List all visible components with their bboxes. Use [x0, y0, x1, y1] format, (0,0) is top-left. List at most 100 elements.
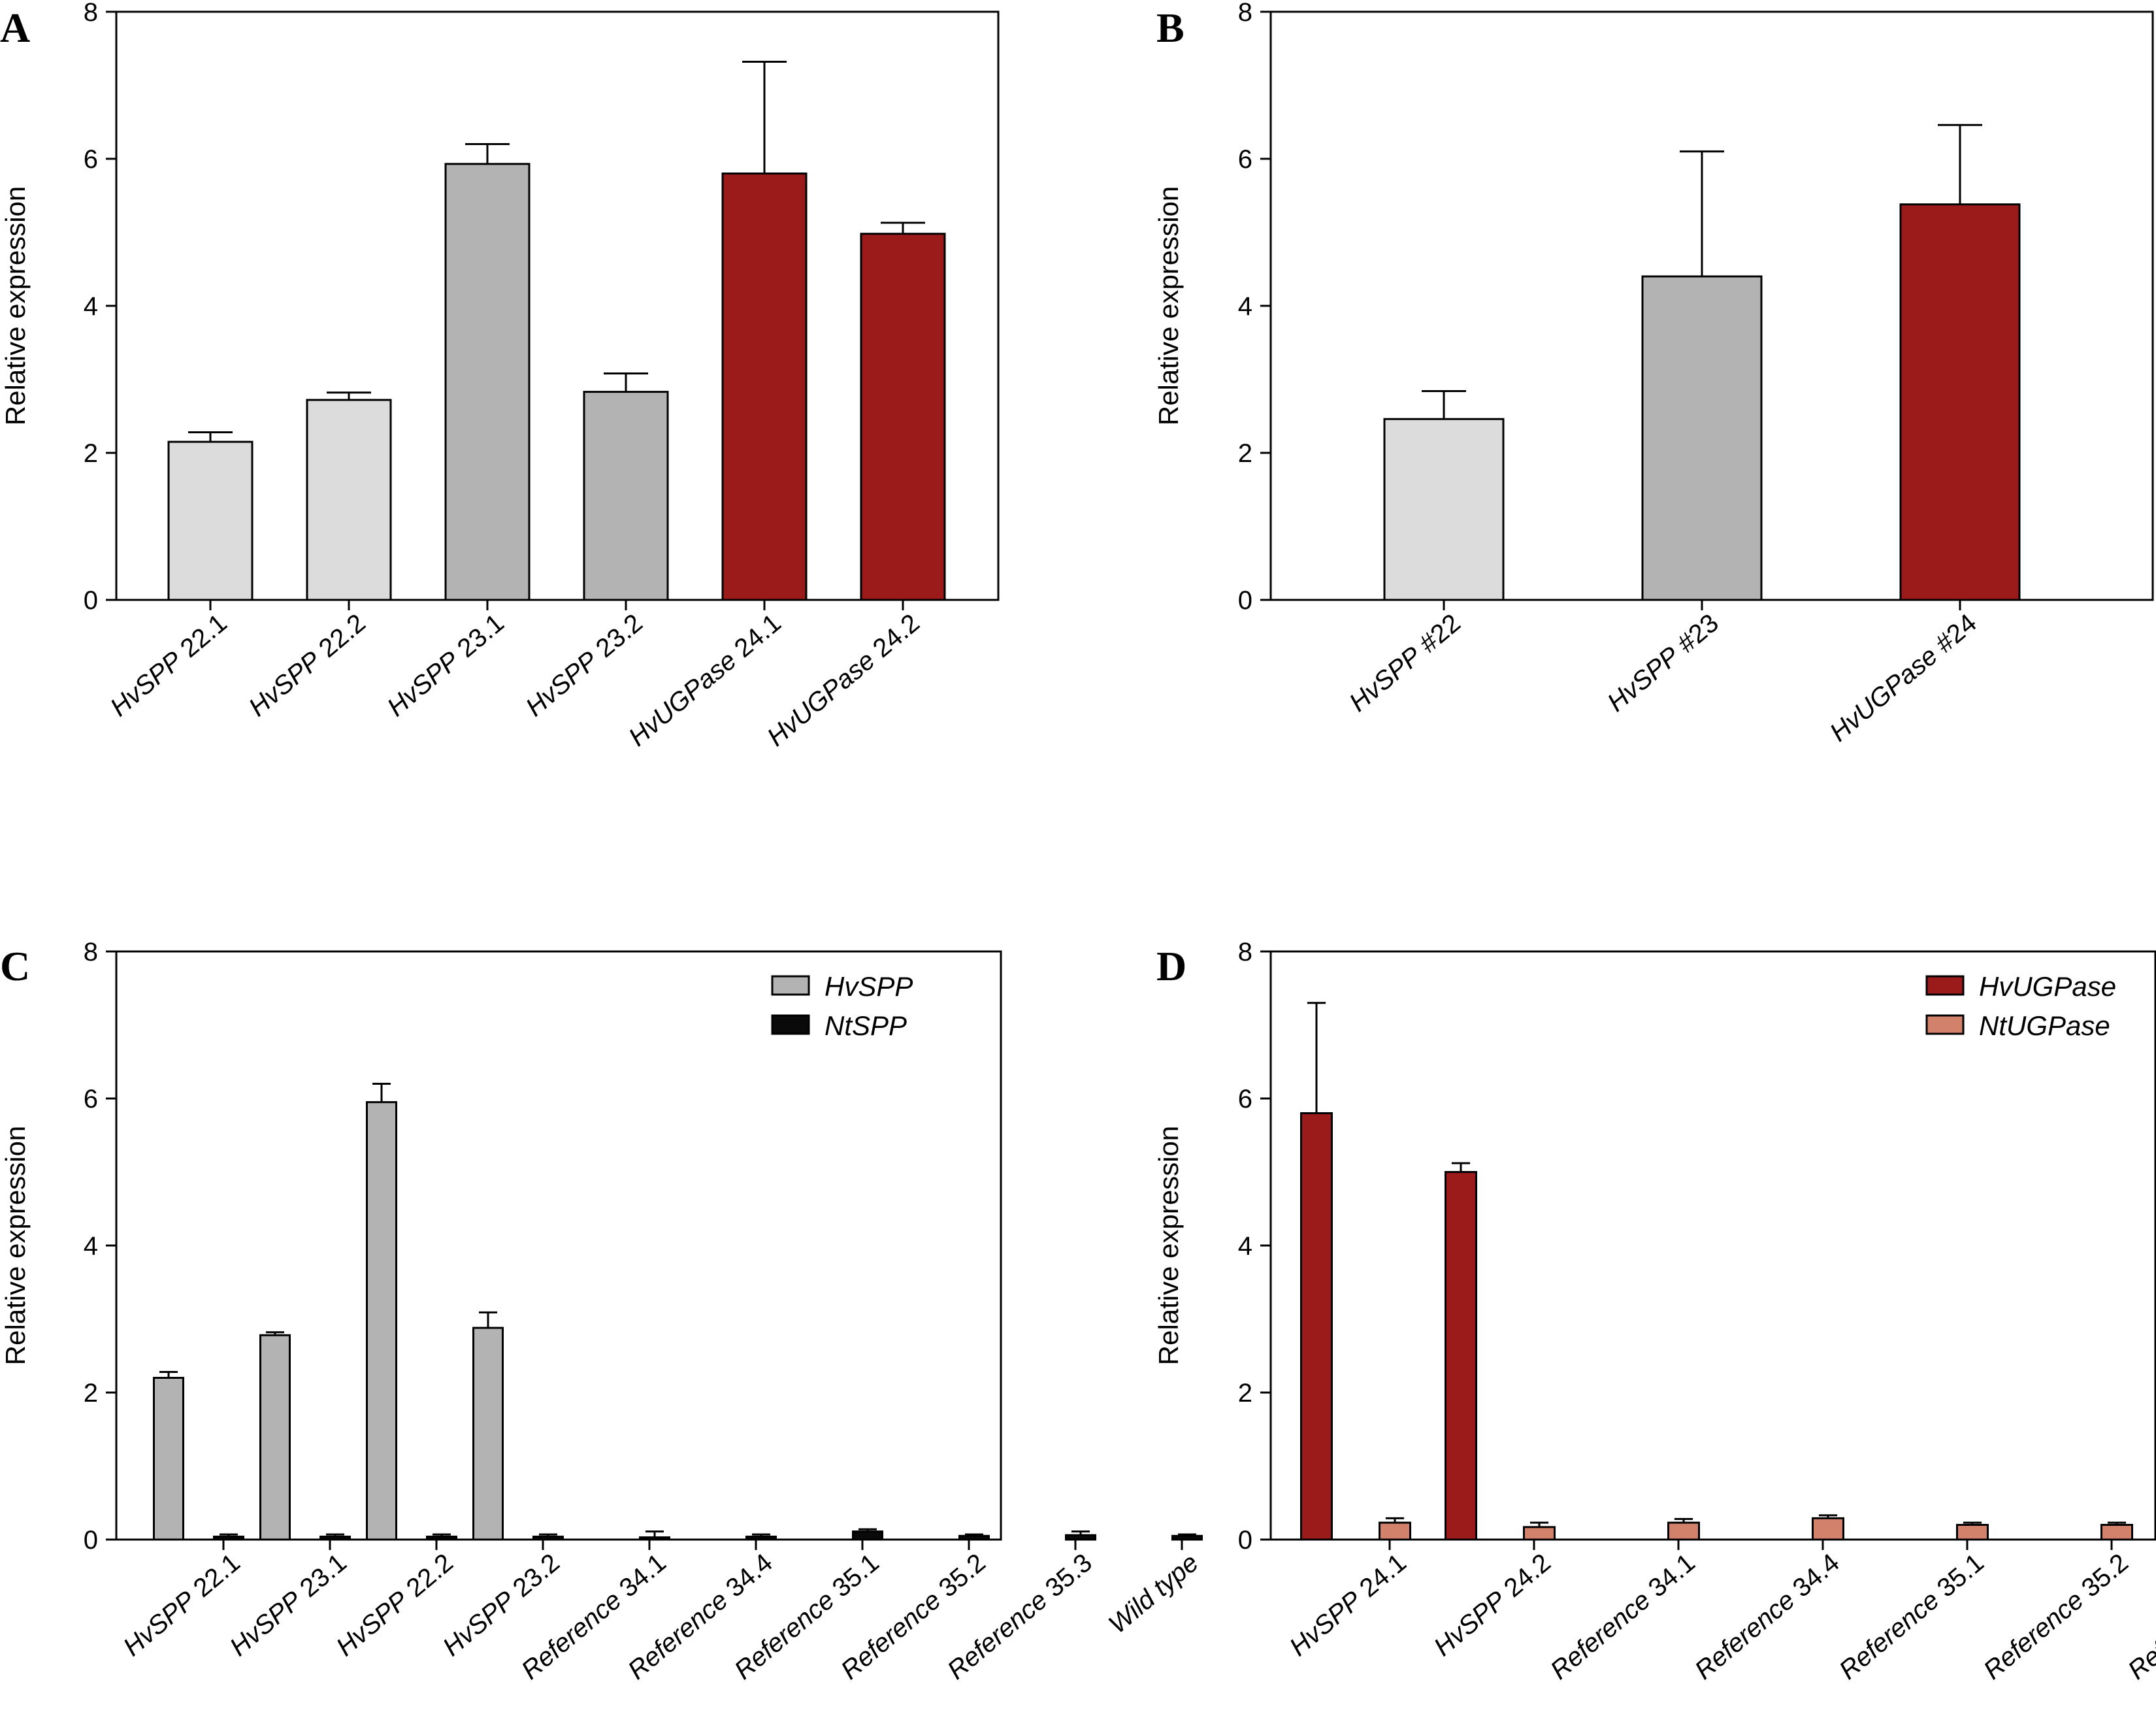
bar-ntspp: [319, 1536, 351, 1541]
legend-label: HvSPP: [825, 971, 913, 1002]
bar-hvspp: [153, 1377, 184, 1541]
y-tick-label: 2: [84, 1379, 98, 1408]
bar-ntspp: [745, 1536, 777, 1541]
bar-hvspp: [259, 1334, 291, 1541]
y-axis-label-c: Relative expression: [0, 1126, 31, 1366]
bar-ntspp: [1171, 1534, 1203, 1541]
bar-hvspp: [366, 1101, 397, 1541]
legend-d: HvUGPase NtUGPase: [1925, 971, 2116, 1041]
x-axis-labels-b: HvSPP #22 HvSPP #23 HvUGPase #24: [1344, 600, 1982, 748]
x-tick-label: HvSPP 22.2: [331, 1548, 459, 1662]
y-tick-label: 2: [1238, 439, 1252, 468]
bar-ntugpase: [1379, 1521, 1411, 1541]
legend-label: NtSPP: [825, 1010, 907, 1041]
x-tick-label: HvSPP 23.1: [225, 1548, 352, 1662]
legend-swatch: [1925, 975, 1965, 996]
bar-hvugpase: [1300, 1112, 1333, 1541]
bar: [721, 173, 808, 601]
y-axis-label-a: Relative expression: [0, 186, 31, 426]
y-tick-label: 6: [1238, 145, 1252, 174]
bars-a: [167, 61, 946, 601]
y-axis-b: 0 2 4 6 8: [1238, 0, 1271, 615]
x-tick-label: HvSPP 24.2: [1429, 1548, 1556, 1662]
y-tick-label: 6: [1238, 1085, 1252, 1114]
bar-ntspp: [426, 1536, 457, 1541]
y-axis-label-d: Relative expression: [1153, 1126, 1184, 1366]
y-tick-label: 2: [84, 439, 98, 468]
x-tick-label: HvSPP 23.1: [382, 608, 510, 722]
y-tick-label: 8: [1238, 938, 1252, 966]
x-tick-label: Wild type: [1103, 1548, 1204, 1639]
legend-c: HvSPP NtSPP: [771, 971, 913, 1041]
y-axis-d: 0 2 4 6 8: [1238, 938, 1271, 1555]
bar-ntugpase: [2100, 1524, 2133, 1541]
x-tick-label: HvSPP 22.1: [118, 1548, 246, 1662]
bar-ntugpase: [1812, 1517, 1844, 1541]
y-tick-label: 6: [84, 145, 98, 174]
panel-label-c: C: [0, 943, 30, 989]
x-tick-label: Reference 35.2: [1978, 1548, 2134, 1685]
y-tick-label: 4: [1238, 1232, 1252, 1261]
x-tick-label: HvSPP #22: [1344, 608, 1466, 718]
bar: [167, 440, 253, 601]
y-tick-label: 4: [84, 1232, 98, 1261]
x-tick-label: HvUGPase #24: [1825, 608, 1982, 747]
legend-swatch: [771, 975, 810, 996]
bar-ntugpase: [1667, 1521, 1700, 1541]
y-axis-c: 0 2 4 6 8: [84, 938, 116, 1555]
bar: [860, 233, 946, 601]
bar-hvugpase: [1445, 1171, 1477, 1541]
bars-c: [153, 1083, 1203, 1541]
legend-swatch: [1925, 1014, 1965, 1035]
bar-ntspp: [639, 1536, 670, 1541]
y-axis-a: 0 2 4 6 8: [84, 0, 116, 615]
x-tick-label: HvSPP #23: [1602, 608, 1724, 718]
bar-ntspp: [852, 1530, 883, 1541]
bars-d: [1300, 1002, 2133, 1541]
y-tick-label: 0: [1238, 586, 1252, 615]
y-tick-label: 0: [84, 1526, 98, 1555]
panel-label-b: B: [1156, 5, 1184, 51]
x-tick-label: HvSPP 22.2: [244, 608, 371, 722]
bar-ntspp: [532, 1536, 564, 1541]
bar: [1899, 203, 2021, 601]
y-tick-label: 0: [1238, 1526, 1252, 1555]
y-tick-label: 6: [84, 1085, 98, 1114]
x-tick-label: Reference 34.4: [1690, 1548, 1845, 1685]
y-tick-label: 4: [1238, 292, 1252, 321]
legend-label: NtUGPase: [1979, 1010, 2110, 1041]
bar: [1383, 418, 1505, 601]
y-tick-label: 0: [84, 586, 98, 615]
y-tick-label: 8: [84, 0, 98, 27]
bar-ntugpase: [1956, 1524, 1989, 1541]
y-tick-label: 2: [1238, 1379, 1252, 1408]
x-tick-label: Reference 35.1: [1834, 1548, 1989, 1685]
y-axis-label-b: Relative expression: [1153, 186, 1184, 426]
x-tick-label: HvUGPase 24.2: [762, 608, 925, 751]
bar: [583, 391, 669, 601]
y-tick-label: 8: [1238, 0, 1252, 27]
x-tick-label: HvSPP 24.1: [1284, 1548, 1412, 1662]
bar-hvspp: [472, 1327, 504, 1541]
bar: [444, 163, 531, 601]
bar: [306, 399, 392, 601]
x-tick-label: HvSPP 23.2: [521, 608, 648, 722]
y-tick-label: 8: [84, 938, 98, 966]
legend-swatch: [771, 1014, 810, 1035]
bar: [1641, 275, 1763, 601]
y-tick-label: 4: [84, 292, 98, 321]
x-tick-label: Reference 34.1: [1545, 1548, 1701, 1685]
panel-label-d: D: [1156, 943, 1186, 989]
panel-label-a: A: [0, 5, 30, 51]
bar-ntspp: [1065, 1534, 1096, 1541]
legend-label: HvUGPase: [1979, 971, 2116, 1002]
x-tick-label: HvSPP 22.1: [105, 608, 233, 722]
